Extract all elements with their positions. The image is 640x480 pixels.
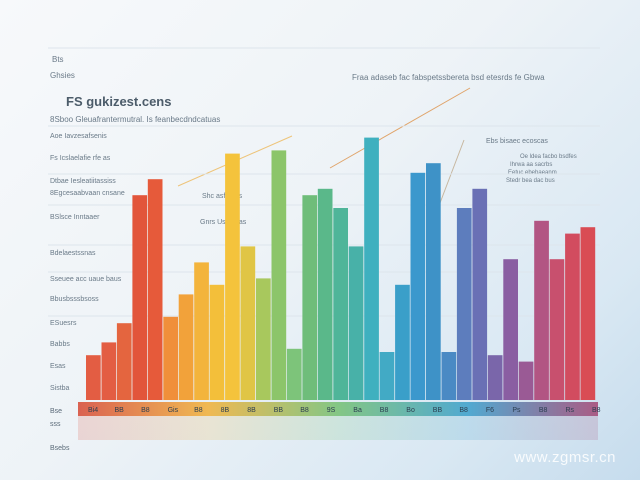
bar-15 bbox=[317, 188, 333, 400]
left-legend: Aoe Iavzesafsenis Fs Icslaelafie rfe as Dt… bbox=[50, 133, 125, 392]
x-tick-14: B8 bbox=[459, 407, 468, 414]
bar-28 bbox=[518, 361, 534, 400]
bar-18 bbox=[364, 137, 379, 400]
legend-label-8: ESuesrs bbox=[50, 320, 77, 327]
legend-label-1: Fs Icslaelafie rfe as bbox=[50, 155, 111, 162]
bar-1 bbox=[101, 342, 117, 400]
x-tick-15: F6 bbox=[486, 407, 494, 414]
baseline-shadow bbox=[78, 416, 598, 440]
bar-7 bbox=[194, 262, 209, 400]
chart-subtitle: 8Sboo Gleuafrantermutral. Is feanbecdndc… bbox=[50, 115, 220, 124]
legend-label-3: 8Egcesaabvaan cnsane bbox=[50, 190, 125, 197]
legend-label-6: Sseuee acc uaue baus bbox=[50, 276, 122, 283]
legend-label-11: Sistba bbox=[50, 385, 70, 392]
annotation-line-1 bbox=[329, 87, 471, 169]
x-tick-8: B8 bbox=[300, 407, 309, 414]
callout-line-4: Stedr bea dac bus bbox=[506, 178, 555, 184]
bar-14 bbox=[302, 195, 318, 400]
x-tick-3: Gis bbox=[168, 407, 179, 414]
bar-13 bbox=[286, 348, 302, 400]
bar-29 bbox=[534, 220, 549, 400]
bar-21 bbox=[410, 172, 426, 400]
axis-small-2: Bsebs bbox=[50, 445, 70, 452]
bar-17 bbox=[348, 246, 364, 400]
axis-small-1: sss bbox=[50, 421, 61, 428]
x-tick-16: Ps bbox=[512, 407, 521, 414]
x-tick-12: Bo bbox=[406, 407, 415, 414]
watermark: www.zgmsr.cn bbox=[514, 449, 616, 466]
x-tick-1: BB bbox=[115, 407, 125, 414]
bar-22 bbox=[426, 163, 441, 400]
legend-label-2: Dtbae Iesleatiitassiss bbox=[50, 178, 116, 185]
bar-32 bbox=[580, 227, 596, 400]
x-tick-11: B8 bbox=[380, 407, 389, 414]
legend-label-7: Bbusbsssbsoss bbox=[50, 296, 99, 303]
x-tick-7: BB bbox=[274, 407, 284, 414]
x-tick-labels: Bi4 BB B8 Gis B8 8B 8B BB B8 9S Ba B8 Bo BB B8 F6 Ps B8 Rs… bbox=[88, 407, 601, 414]
bar-31 bbox=[565, 233, 580, 400]
x-tick-10: Ba bbox=[353, 407, 362, 414]
mid-annotation-0: Shc asfo sas bbox=[202, 193, 243, 200]
x-tick-9: 9S bbox=[327, 407, 336, 414]
bar-27 bbox=[503, 259, 518, 400]
bar-20 bbox=[395, 284, 410, 400]
top-sub-label: Ghsies bbox=[50, 71, 75, 80]
bar-11 bbox=[256, 278, 271, 400]
bar-6 bbox=[178, 294, 194, 400]
bar-8 bbox=[209, 284, 225, 400]
bar-9 bbox=[225, 153, 240, 400]
header-right-line: Fraa adaseb fac fabspetssbereta bsd etes… bbox=[352, 73, 545, 82]
bar-25 bbox=[472, 188, 488, 400]
callout-line-0: Ebs bisaec ecoscas bbox=[486, 138, 548, 145]
bar-3 bbox=[132, 195, 148, 400]
callout-line-3: Eetuc ebebaeanm bbox=[508, 170, 557, 176]
callout-line-1: Oe ldea facbo bsdfes bbox=[520, 154, 577, 160]
x-tick-2: B8 bbox=[141, 407, 150, 414]
baseline-band bbox=[78, 402, 598, 416]
legend-label-4: BSlsce Inntaaer bbox=[50, 214, 100, 221]
bar-19 bbox=[379, 352, 395, 400]
bar-12 bbox=[271, 150, 287, 400]
bar-30 bbox=[549, 259, 565, 400]
x-tick-0: Bi4 bbox=[88, 407, 98, 414]
top-small-label: Bts bbox=[52, 55, 64, 64]
x-tick-5: 8B bbox=[221, 407, 230, 414]
legend-label-10: Esas bbox=[50, 363, 66, 370]
callout-line-2: Ihrwa aa sacrbs bbox=[510, 162, 552, 168]
bar-10 bbox=[240, 246, 256, 400]
bar-2 bbox=[116, 323, 132, 400]
bar-24 bbox=[456, 208, 472, 400]
bar-23 bbox=[441, 352, 457, 400]
bar-16 bbox=[333, 208, 348, 400]
bar-26 bbox=[487, 355, 503, 400]
x-tick-17: B8 bbox=[539, 407, 548, 414]
bar-4 bbox=[147, 179, 163, 400]
bar-5 bbox=[163, 316, 178, 400]
x-tick-4: B8 bbox=[194, 407, 203, 414]
chart-title: FS gukizest.cens bbox=[66, 94, 171, 109]
x-tick-18: Rs bbox=[566, 407, 575, 414]
x-tick-13: BB bbox=[433, 407, 443, 414]
legend-label-9: Babbs bbox=[50, 341, 70, 348]
x-tick-19: B8 bbox=[592, 407, 601, 414]
bars-group bbox=[86, 137, 596, 400]
x-tick-6: 8B bbox=[247, 407, 256, 414]
axis-small-0: Bse bbox=[50, 408, 62, 415]
bar-0 bbox=[86, 355, 101, 400]
legend-label-0: Aoe Iavzesafsenis bbox=[50, 133, 107, 140]
legend-label-5: Bdelaestssnas bbox=[50, 250, 96, 257]
mid-annotation-1: Gnrs Usdtesas bbox=[200, 219, 247, 226]
